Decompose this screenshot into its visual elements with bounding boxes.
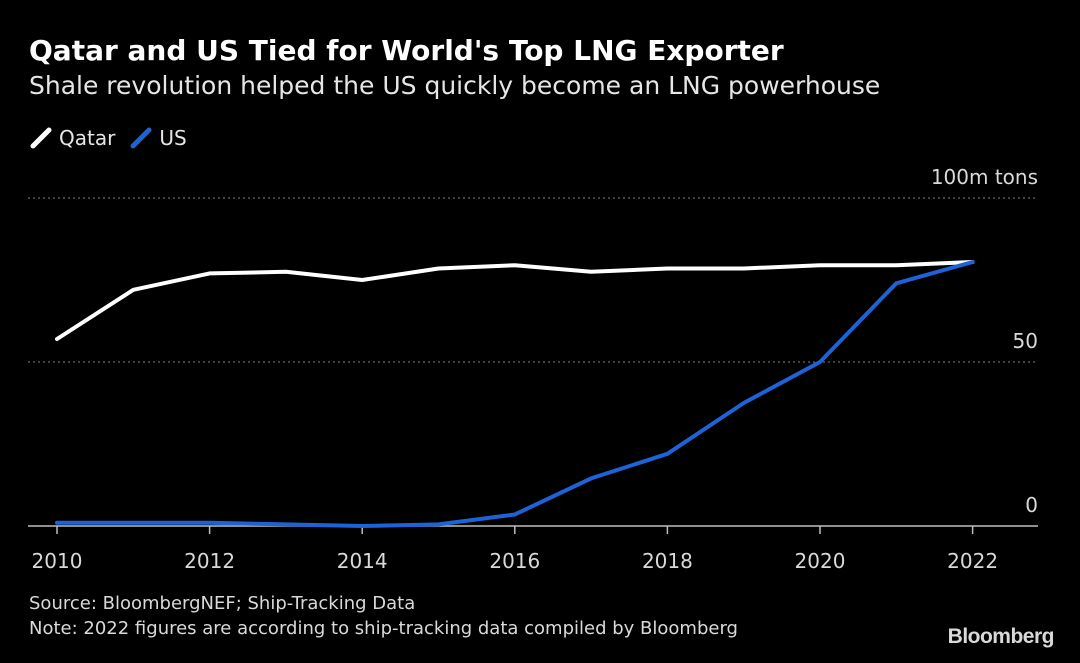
x-tick-label-2016: 2016 (489, 549, 540, 573)
note-text: Note: 2022 figures are according to ship… (29, 618, 738, 639)
x-tick-label-2022: 2022 (947, 549, 998, 573)
x-tick-label-2010: 2010 (32, 549, 83, 573)
y-tick-label-0: 0 (1025, 493, 1038, 517)
legend-label-qatar: Qatar (59, 126, 116, 150)
legend-swatch-qatar (30, 127, 52, 149)
bloomberg-logo: Bloomberg (947, 625, 1055, 648)
legend-item-qatar: Qatar (29, 126, 115, 150)
chart-subtitle: Shale revolution helped the US quickly b… (29, 71, 881, 100)
series-line-qatar (55, 260, 975, 341)
x-tick-label-2012: 2012 (184, 549, 235, 573)
legend: Qatar US (29, 124, 201, 152)
y-tick-label-100: 100m tons (931, 165, 1038, 189)
legend-item-us: US (129, 126, 187, 150)
x-tick-label-2018: 2018 (642, 549, 693, 573)
source-text: Source: BloombergNEF; Ship-Tracking Data (29, 593, 416, 614)
x-tick-label-2020: 2020 (795, 549, 846, 573)
legend-swatch-us (130, 127, 152, 149)
chart-title: Qatar and US Tied for World's Top LNG Ex… (29, 34, 784, 67)
y-tick-label-50: 50 (1013, 329, 1038, 353)
x-tick-label-2014: 2014 (337, 549, 388, 573)
legend-label-us: US (159, 126, 187, 150)
series-line-us (55, 260, 975, 528)
